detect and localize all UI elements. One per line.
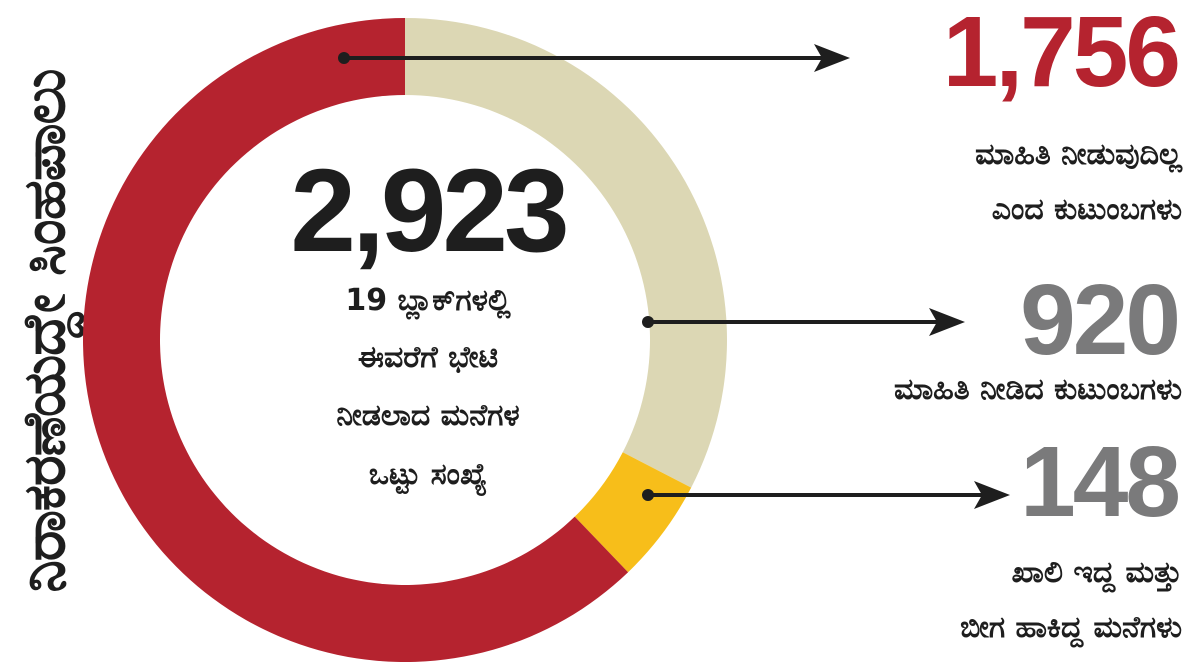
value-vacant: 148: [1020, 426, 1181, 538]
center-caption-line-4: ಒಟ್ಟು ಸಂಖ್ಯೆ: [368, 457, 488, 492]
slice-vacant: [574, 452, 692, 573]
slice-informed: [405, 18, 727, 488]
arrow-vacant: [642, 481, 1010, 509]
label-vacant-line-2: ಬೀಗ ಹಾಕಿದ್ದ ಮನೆಗಳು: [960, 610, 1182, 645]
arrow-informed: [642, 308, 965, 336]
slice-refused: [83, 18, 629, 662]
label-refused-line-1: ಮಾಹಿತಿ ನೀಡುವುದಿಲ್ಲ: [975, 137, 1182, 172]
arrow-refused: [338, 44, 850, 72]
center-caption-line-2: ಈವರೆಗೆ ಭೇಟಿ: [357, 340, 499, 375]
center-caption-line-3: ನೀಡಲಾದ ಮನೆಗಳ: [336, 398, 520, 433]
center-caption-line-1: 19 ಬ್ಲಾಕ್‌ಗಳಲ್ಲಿ: [345, 283, 511, 318]
label-refused-line-2: ಎಂದ ಕುಟುಂಬಗಳು: [991, 192, 1182, 227]
value-refused: 1,756: [942, 0, 1181, 108]
label-vacant-line-1: ಖಾಲಿ ಇದ್ದ ಮತ್ತು: [1011, 555, 1182, 590]
center-total: 2,923: [290, 145, 569, 277]
label-informed-line-1: ಮಾಹಿತಿ ನೀಡಿದ ಕುಟುಂಬಗಳು: [894, 372, 1182, 407]
value-informed: 920: [1020, 264, 1181, 376]
